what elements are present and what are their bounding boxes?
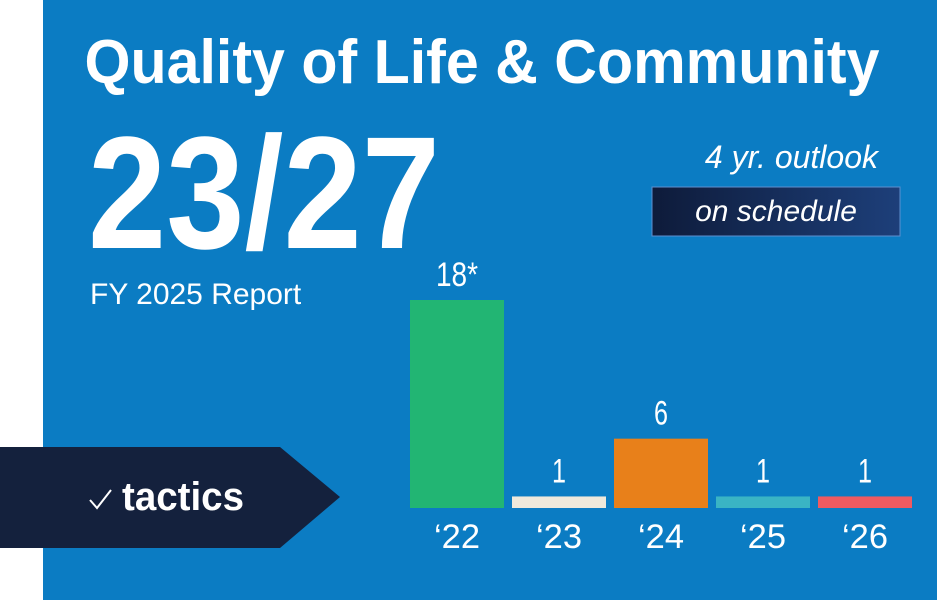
bar bbox=[512, 496, 606, 508]
report-label: FY 2025 Report bbox=[90, 278, 302, 311]
bar-chart: 18* ‘22 1 ‘23 6 ‘24 1 ‘25 1 ‘26 bbox=[410, 256, 912, 556]
bar bbox=[818, 496, 912, 508]
schedule-label: on schedule bbox=[695, 195, 857, 228]
x-tick-label: ‘23 bbox=[536, 518, 582, 556]
check-icon bbox=[89, 489, 112, 510]
x-tick-label: ‘24 bbox=[638, 518, 684, 556]
bar bbox=[614, 438, 708, 508]
x-tick-label: ‘22 bbox=[434, 518, 480, 556]
value-label: 1 bbox=[756, 452, 770, 490]
outlook-label: 4 yr. outlook bbox=[705, 139, 880, 175]
value-label: 18* bbox=[436, 256, 478, 294]
x-tick-label: ‘25 bbox=[740, 518, 786, 556]
schedule-box bbox=[651, 186, 901, 237]
title: Quality of Life & Community bbox=[85, 28, 880, 97]
value-label: 1 bbox=[552, 452, 566, 490]
bar bbox=[410, 300, 504, 508]
value-label: 1 bbox=[858, 452, 872, 490]
x-tick-label: ‘26 bbox=[842, 518, 888, 556]
big-count: 23/27 bbox=[88, 103, 440, 282]
bar bbox=[716, 496, 810, 508]
tactics-label: tactics bbox=[122, 475, 244, 519]
tactics-banner bbox=[0, 447, 340, 548]
value-label: 6 bbox=[654, 395, 668, 433]
